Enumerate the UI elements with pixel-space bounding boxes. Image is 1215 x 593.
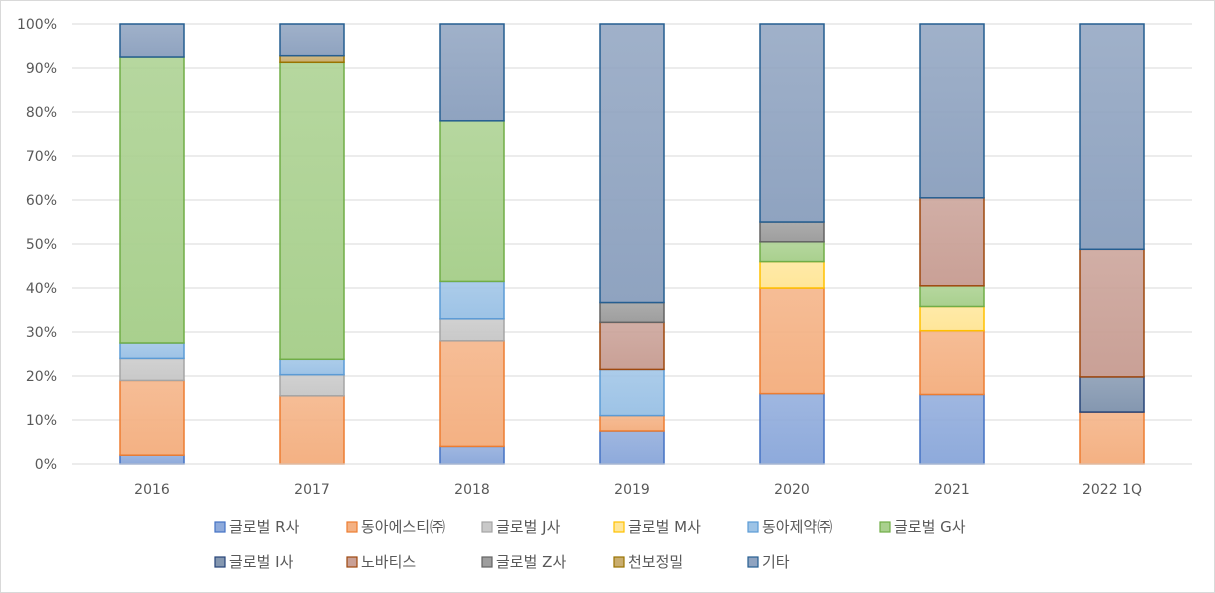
bar-segment xyxy=(1079,376,1145,413)
bar-segment xyxy=(919,329,985,396)
bar-segment xyxy=(759,221,825,243)
bar-segment xyxy=(759,287,825,395)
y-tick-label: 20% xyxy=(26,369,57,385)
bar-segment xyxy=(759,260,825,289)
legend-swatch xyxy=(346,521,358,533)
bar-segment xyxy=(119,56,185,344)
y-tick-label: 30% xyxy=(26,325,57,341)
bar-segment xyxy=(279,373,345,397)
x-tick-label: 2017 xyxy=(294,482,330,498)
legend-label: 천보정밀 xyxy=(628,553,683,571)
y-tick-label: 10% xyxy=(26,413,57,429)
bar-segment xyxy=(119,23,185,58)
legend-swatch xyxy=(747,521,759,533)
bar-segment xyxy=(119,379,185,456)
bar-segment xyxy=(759,23,825,223)
bar-segment xyxy=(119,342,185,360)
y-tick-label: 50% xyxy=(26,237,57,253)
bars xyxy=(119,23,1145,465)
bar-segment xyxy=(919,305,985,332)
legend-swatch xyxy=(613,556,625,568)
x-tick-label: 2020 xyxy=(774,482,810,498)
legend-swatch xyxy=(346,556,358,568)
legend-label: 동아제약㈜ xyxy=(762,518,832,536)
x-tick-label: 2022 1Q xyxy=(1082,482,1142,498)
legend-label: 글로벌 M사 xyxy=(628,518,701,536)
legend-label: 글로벌 Z사 xyxy=(496,553,566,571)
legend-label: 글로벌 G사 xyxy=(894,518,966,536)
bar-segment xyxy=(599,430,665,465)
legend-swatch xyxy=(214,521,226,533)
bar-segment xyxy=(439,23,505,122)
bar-segment xyxy=(439,340,505,448)
bar-segment xyxy=(919,23,985,199)
bar-segment xyxy=(599,23,665,304)
x-tick-label: 2016 xyxy=(134,482,170,498)
legend-swatch xyxy=(613,521,625,533)
legend-label: 동아에스티㈜ xyxy=(361,518,445,536)
bar-segment xyxy=(279,61,345,361)
x-axis-ticks: 2016 2017 2018 2019 2020 2021 2022 1Q xyxy=(72,463,1192,498)
bar-segment xyxy=(119,454,185,465)
bar-segment xyxy=(759,392,825,465)
bar-segment xyxy=(439,318,505,342)
y-tick-label: 40% xyxy=(26,281,57,297)
bar-segment xyxy=(919,393,985,465)
bar-segment xyxy=(1079,23,1145,251)
legend-label: 글로벌 R사 xyxy=(229,518,300,536)
bar-segment xyxy=(759,241,825,263)
legend-label: 노바티스 xyxy=(361,553,416,571)
legend-swatch xyxy=(879,521,891,533)
x-tick-label: 2018 xyxy=(454,482,490,498)
x-tick-label: 2019 xyxy=(614,482,650,498)
y-tick-label: 100% xyxy=(17,17,57,33)
bar-segment xyxy=(279,54,345,64)
bar-segment xyxy=(279,395,345,465)
legend-label: 기타 xyxy=(762,553,790,571)
y-tick-label: 80% xyxy=(26,105,57,121)
bar-segment xyxy=(439,120,505,283)
bar-segment xyxy=(1079,411,1145,465)
bar-segment xyxy=(919,285,985,308)
bar-segment xyxy=(279,23,345,57)
bar-segment xyxy=(599,321,665,371)
bar-segment xyxy=(919,197,985,287)
bar-segment xyxy=(599,414,665,432)
bar-segment xyxy=(439,445,505,465)
y-tick-label: 0% xyxy=(35,457,57,473)
bar-segment xyxy=(279,358,345,376)
legend-label: 글로벌 J사 xyxy=(496,518,561,536)
x-tick-label: 2021 xyxy=(934,482,970,498)
legend-label: 글로벌 I사 xyxy=(229,553,294,571)
legend-swatch xyxy=(747,556,759,568)
y-tick-label: 70% xyxy=(26,149,57,165)
bar-segment xyxy=(599,301,665,324)
bar-segment xyxy=(1079,248,1145,378)
y-tick-label: 90% xyxy=(26,61,57,77)
bar-segment xyxy=(439,280,505,320)
bar-segment xyxy=(599,368,665,417)
legend-swatch xyxy=(481,521,493,533)
legend-swatch xyxy=(214,556,226,568)
bar-segment xyxy=(119,357,185,382)
y-axis-ticks: 0% 10% 20% 30% 40% 50% 60% 70% 80% 90% 100% xyxy=(17,17,57,473)
legend-swatch xyxy=(481,556,493,568)
y-tick-label: 60% xyxy=(26,193,57,209)
